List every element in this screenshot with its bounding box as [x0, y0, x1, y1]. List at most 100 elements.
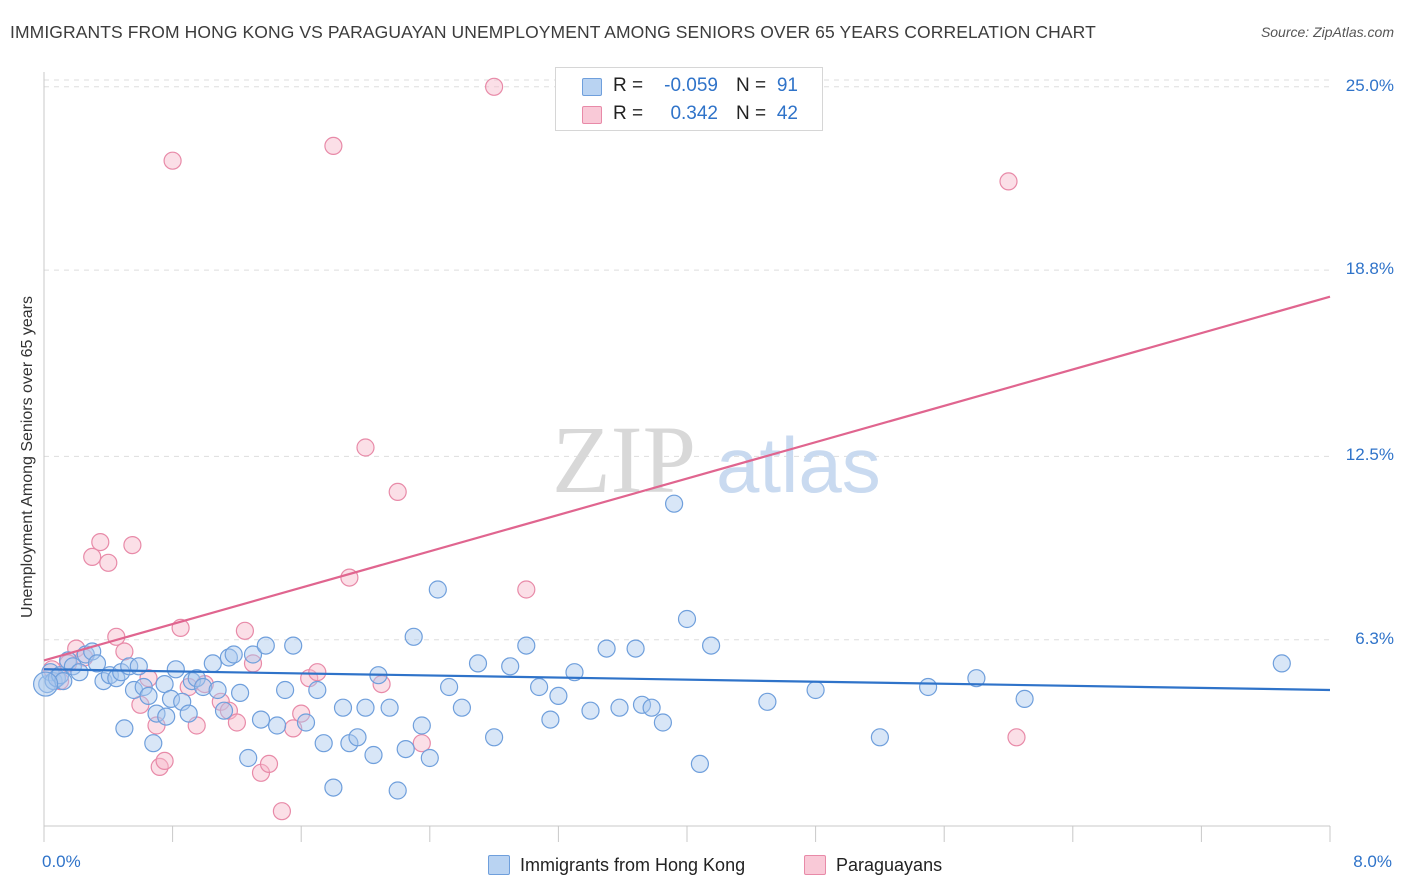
data-point [485, 77, 504, 96]
data-point [163, 151, 182, 170]
data-point [259, 754, 279, 774]
watermark-atlas: atlas [716, 421, 881, 509]
data-point [333, 698, 353, 717]
correlation-legend: R = -0.059 N = 91 R = 0.342 N = 42 [555, 67, 823, 131]
data-point [308, 663, 327, 682]
data-point [356, 698, 375, 717]
legend-r-value: 0.342 [670, 103, 718, 124]
data-point [144, 734, 163, 753]
data-point [1272, 654, 1291, 673]
data-point [758, 692, 777, 711]
y-tick-label: 18.8% [1345, 259, 1394, 279]
data-point [99, 553, 118, 572]
legend-r-value: -0.059 [664, 75, 718, 96]
data-point [115, 719, 134, 738]
data-point [999, 172, 1018, 191]
data-point [324, 136, 343, 155]
data-point [412, 734, 431, 753]
data-point [219, 648, 238, 667]
data-point [150, 757, 169, 777]
data-point [251, 710, 271, 729]
data-point [235, 621, 254, 640]
data-point [324, 778, 343, 797]
data-point [348, 728, 367, 747]
data-point [33, 671, 59, 697]
y-tick-label: 25.0% [1345, 75, 1394, 95]
legend-swatch-blue [488, 855, 510, 875]
y-tick-label: 12.5% [1345, 445, 1394, 465]
data-point [388, 781, 407, 800]
data-point [284, 636, 303, 655]
data-point [690, 754, 710, 774]
legend-row-hong-kong: R = -0.059 N = 91 [556, 72, 822, 100]
data-point [380, 698, 399, 717]
data-point [581, 701, 600, 720]
data-point [468, 654, 488, 673]
trend-lines [43, 295, 1331, 692]
data-point [653, 713, 673, 732]
data-point [139, 686, 158, 706]
legend-r-label: R = [613, 103, 644, 124]
data-point [642, 698, 661, 717]
data-point [1015, 689, 1034, 709]
data-point [404, 627, 423, 646]
legend-swatch-pink [582, 106, 602, 124]
data-point [179, 704, 198, 723]
data-point [70, 663, 89, 682]
data-point [155, 751, 174, 771]
data-point [701, 636, 721, 655]
data-point [87, 654, 107, 673]
data-point [308, 680, 327, 700]
data-point [227, 713, 246, 732]
data-point [549, 686, 568, 706]
data-point [806, 680, 825, 700]
data-point [388, 482, 407, 501]
legend-n-value: 42 [776, 103, 798, 124]
data-point [208, 680, 227, 700]
data-point [420, 748, 439, 768]
data-point [166, 660, 185, 679]
legend-swatch-blue [582, 78, 602, 96]
data-point [597, 639, 616, 658]
data-point [243, 645, 263, 664]
data-point [276, 680, 295, 700]
data-point [626, 639, 645, 658]
data-point [256, 636, 275, 655]
data-point [214, 701, 234, 720]
data-point [268, 716, 287, 735]
legend-n-value: 91 [776, 75, 798, 96]
data-point [870, 728, 890, 747]
data-point [517, 636, 536, 655]
legend-n-label: N = [736, 103, 767, 124]
chart-title: IMMIGRANTS FROM HONG KONG VS PARAGUAYAN … [10, 22, 1096, 42]
data-point [123, 535, 142, 555]
data-point [501, 657, 520, 676]
data-point [664, 494, 684, 513]
data-point [918, 677, 938, 697]
data-point [194, 677, 213, 697]
chart-source: Source: ZipAtlas.com [1260, 24, 1394, 40]
legend-label: Immigrants from Hong Kong [520, 855, 746, 875]
data-point [452, 698, 471, 717]
data-point [91, 532, 110, 552]
data-point [231, 683, 250, 703]
data-point [565, 663, 584, 682]
series-hong-kong-points [33, 494, 1291, 800]
data-point [83, 547, 102, 567]
data-point [134, 677, 153, 697]
data-point [396, 739, 415, 759]
data-point [173, 692, 192, 711]
trend-line-paraguayans [43, 295, 1331, 662]
legend-label: Paraguayans [836, 855, 943, 875]
data-point [485, 728, 504, 747]
series-legend: Immigrants from Hong Kong Paraguayans [0, 852, 1406, 878]
legend-r-label: R = [613, 75, 644, 96]
data-point [517, 580, 536, 599]
data-point [967, 669, 986, 688]
trend-line-hong-kong [43, 668, 1331, 692]
x-tick-label: 8.0% [1353, 852, 1392, 871]
data-point [541, 710, 560, 729]
watermark: ZIP atlas [552, 406, 881, 513]
x-tick-label: 0.0% [42, 852, 81, 871]
legend-n-label: N = [736, 75, 767, 96]
